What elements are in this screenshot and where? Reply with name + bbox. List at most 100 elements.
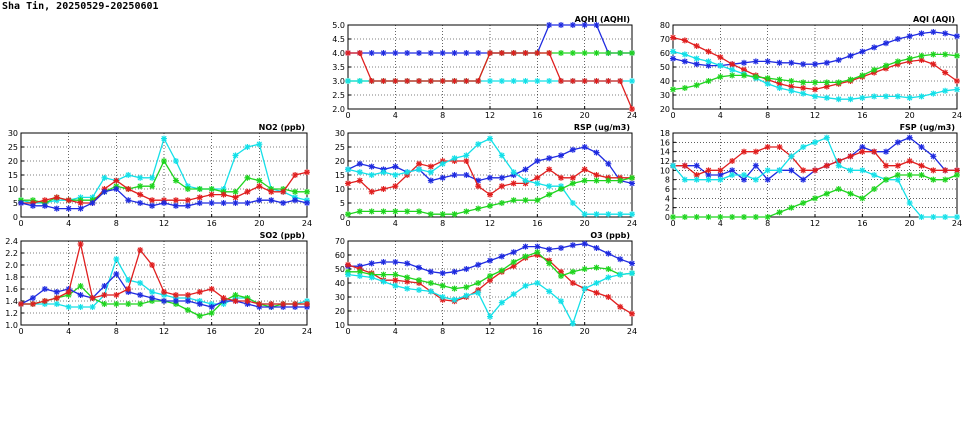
data-point-green xyxy=(208,310,215,316)
data-point-blue xyxy=(859,48,866,55)
y-tick-label: 1.6 xyxy=(5,285,18,294)
data-point-red xyxy=(427,163,434,170)
data-point-blue xyxy=(498,174,505,181)
data-point-green xyxy=(475,205,482,212)
y-tick-label: 4.0 xyxy=(332,49,345,58)
data-point-blue xyxy=(113,186,120,192)
data-point-red xyxy=(77,200,84,206)
data-point-red xyxy=(605,294,612,300)
data-point-blue xyxy=(101,283,108,289)
data-point-green xyxy=(463,284,470,291)
x-tick-label: 8 xyxy=(440,327,445,336)
data-point-green xyxy=(906,172,913,178)
data-point-cyan xyxy=(847,96,854,103)
x-tick-label: 4 xyxy=(393,219,398,228)
data-point-red xyxy=(859,148,866,155)
x-tick-label: 12 xyxy=(485,327,495,336)
data-point-green xyxy=(569,268,576,275)
data-point-blue xyxy=(764,58,771,65)
y-tick-label: 70 xyxy=(660,35,670,44)
data-point-green xyxy=(581,177,588,184)
data-point-green xyxy=(717,214,724,220)
data-point-blue xyxy=(605,160,612,167)
data-point-cyan xyxy=(558,298,564,305)
data-point-blue xyxy=(125,197,132,204)
data-point-green xyxy=(717,73,724,80)
data-point-red xyxy=(593,289,600,296)
data-point-blue xyxy=(439,174,446,181)
data-point-cyan xyxy=(404,169,411,176)
data-point-blue xyxy=(776,59,783,66)
x-tick-label: 0 xyxy=(670,219,675,228)
data-point-green xyxy=(427,280,434,286)
x-tick-label: 0 xyxy=(670,111,675,120)
data-point-red xyxy=(475,183,482,190)
data-point-red xyxy=(942,167,949,174)
data-point-red xyxy=(558,174,564,181)
data-point-blue xyxy=(161,298,167,304)
data-point-red xyxy=(125,286,132,292)
data-point-blue xyxy=(558,245,564,251)
y-tick-label: 0 xyxy=(665,213,670,222)
y-tick-label: 50 xyxy=(335,265,345,274)
data-point-blue xyxy=(392,163,399,170)
data-point-blue xyxy=(29,295,36,301)
data-point-red xyxy=(380,186,387,192)
data-point-cyan xyxy=(522,78,529,84)
data-point-green xyxy=(439,211,446,218)
data-point-blue xyxy=(41,286,48,292)
data-point-green xyxy=(859,195,866,202)
data-point-green xyxy=(681,214,688,220)
y-tick-label: 2 xyxy=(665,204,670,213)
data-point-green xyxy=(942,51,949,58)
data-point-blue xyxy=(670,55,676,62)
data-point-blue xyxy=(741,59,747,66)
data-point-cyan xyxy=(487,78,493,84)
data-point-cyan xyxy=(906,200,913,206)
data-point-blue xyxy=(498,253,505,260)
data-point-blue xyxy=(172,202,179,209)
data-point-blue xyxy=(149,295,156,301)
data-point-red xyxy=(137,191,144,198)
data-point-red xyxy=(368,188,375,195)
data-point-blue xyxy=(137,200,144,206)
data-point-green xyxy=(670,86,676,93)
y-tick-label: 50 xyxy=(660,63,670,72)
x-tick-label: 4 xyxy=(718,111,723,120)
data-point-cyan xyxy=(244,144,251,150)
data-point-cyan xyxy=(368,274,375,281)
data-point-cyan xyxy=(705,176,712,183)
x-tick-label: 16 xyxy=(532,327,542,336)
data-point-cyan xyxy=(681,176,688,183)
y-tick-label: 2.5 xyxy=(332,91,345,100)
data-point-green xyxy=(498,200,505,206)
data-point-red xyxy=(416,160,422,167)
data-point-red xyxy=(380,78,387,84)
data-point-cyan xyxy=(788,87,795,94)
data-point-cyan xyxy=(475,289,482,296)
data-point-cyan xyxy=(681,51,688,58)
data-point-blue xyxy=(629,260,635,267)
data-point-red xyxy=(581,78,588,84)
x-tick-label: 12 xyxy=(485,111,495,120)
data-point-green xyxy=(427,211,434,218)
data-point-blue xyxy=(184,298,191,304)
x-tick-label: 8 xyxy=(114,219,119,228)
data-point-blue xyxy=(77,292,84,298)
chart-no2: 0 4 8 12 16 20 24 0 5 10 15 20 25 30 NO2 (ppb) xyxy=(8,123,312,228)
data-point-cyan xyxy=(942,214,949,220)
y-tick-label: 10 xyxy=(660,166,670,175)
data-point-cyan xyxy=(942,87,949,94)
data-point-blue xyxy=(41,202,48,209)
data-point-green xyxy=(416,208,422,215)
x-tick-label: 0 xyxy=(18,219,23,228)
data-point-cyan xyxy=(629,270,635,277)
data-point-blue xyxy=(208,200,215,206)
data-point-green xyxy=(304,188,310,195)
data-point-green xyxy=(776,209,783,216)
data-point-cyan xyxy=(522,177,529,184)
data-point-green xyxy=(498,267,505,274)
x-tick-label: 20 xyxy=(580,219,590,228)
data-point-red xyxy=(232,194,239,201)
x-tick-label: 12 xyxy=(810,219,820,228)
